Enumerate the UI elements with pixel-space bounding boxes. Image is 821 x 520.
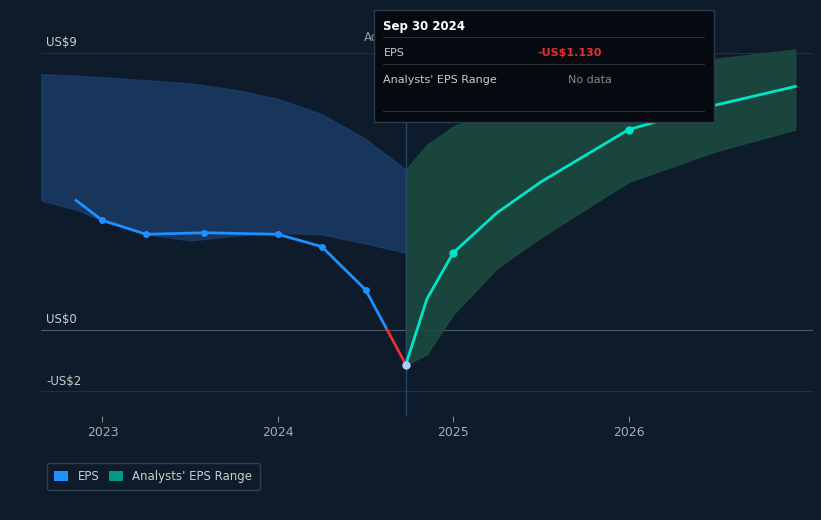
Text: Actual: Actual (364, 31, 401, 44)
Text: Analysts' EPS Range: Analysts' EPS Range (383, 75, 498, 85)
Text: US$0: US$0 (46, 313, 77, 326)
Text: Analysts Forecasts: Analysts Forecasts (411, 31, 521, 44)
Text: US$9: US$9 (46, 36, 77, 49)
Text: Sep 30 2024: Sep 30 2024 (383, 20, 466, 33)
Text: -US$1.130: -US$1.130 (537, 48, 602, 58)
Text: -US$2: -US$2 (46, 375, 81, 388)
Text: No data: No data (568, 75, 612, 85)
Legend: EPS, Analysts' EPS Range: EPS, Analysts' EPS Range (47, 463, 259, 490)
Text: EPS: EPS (383, 48, 404, 58)
